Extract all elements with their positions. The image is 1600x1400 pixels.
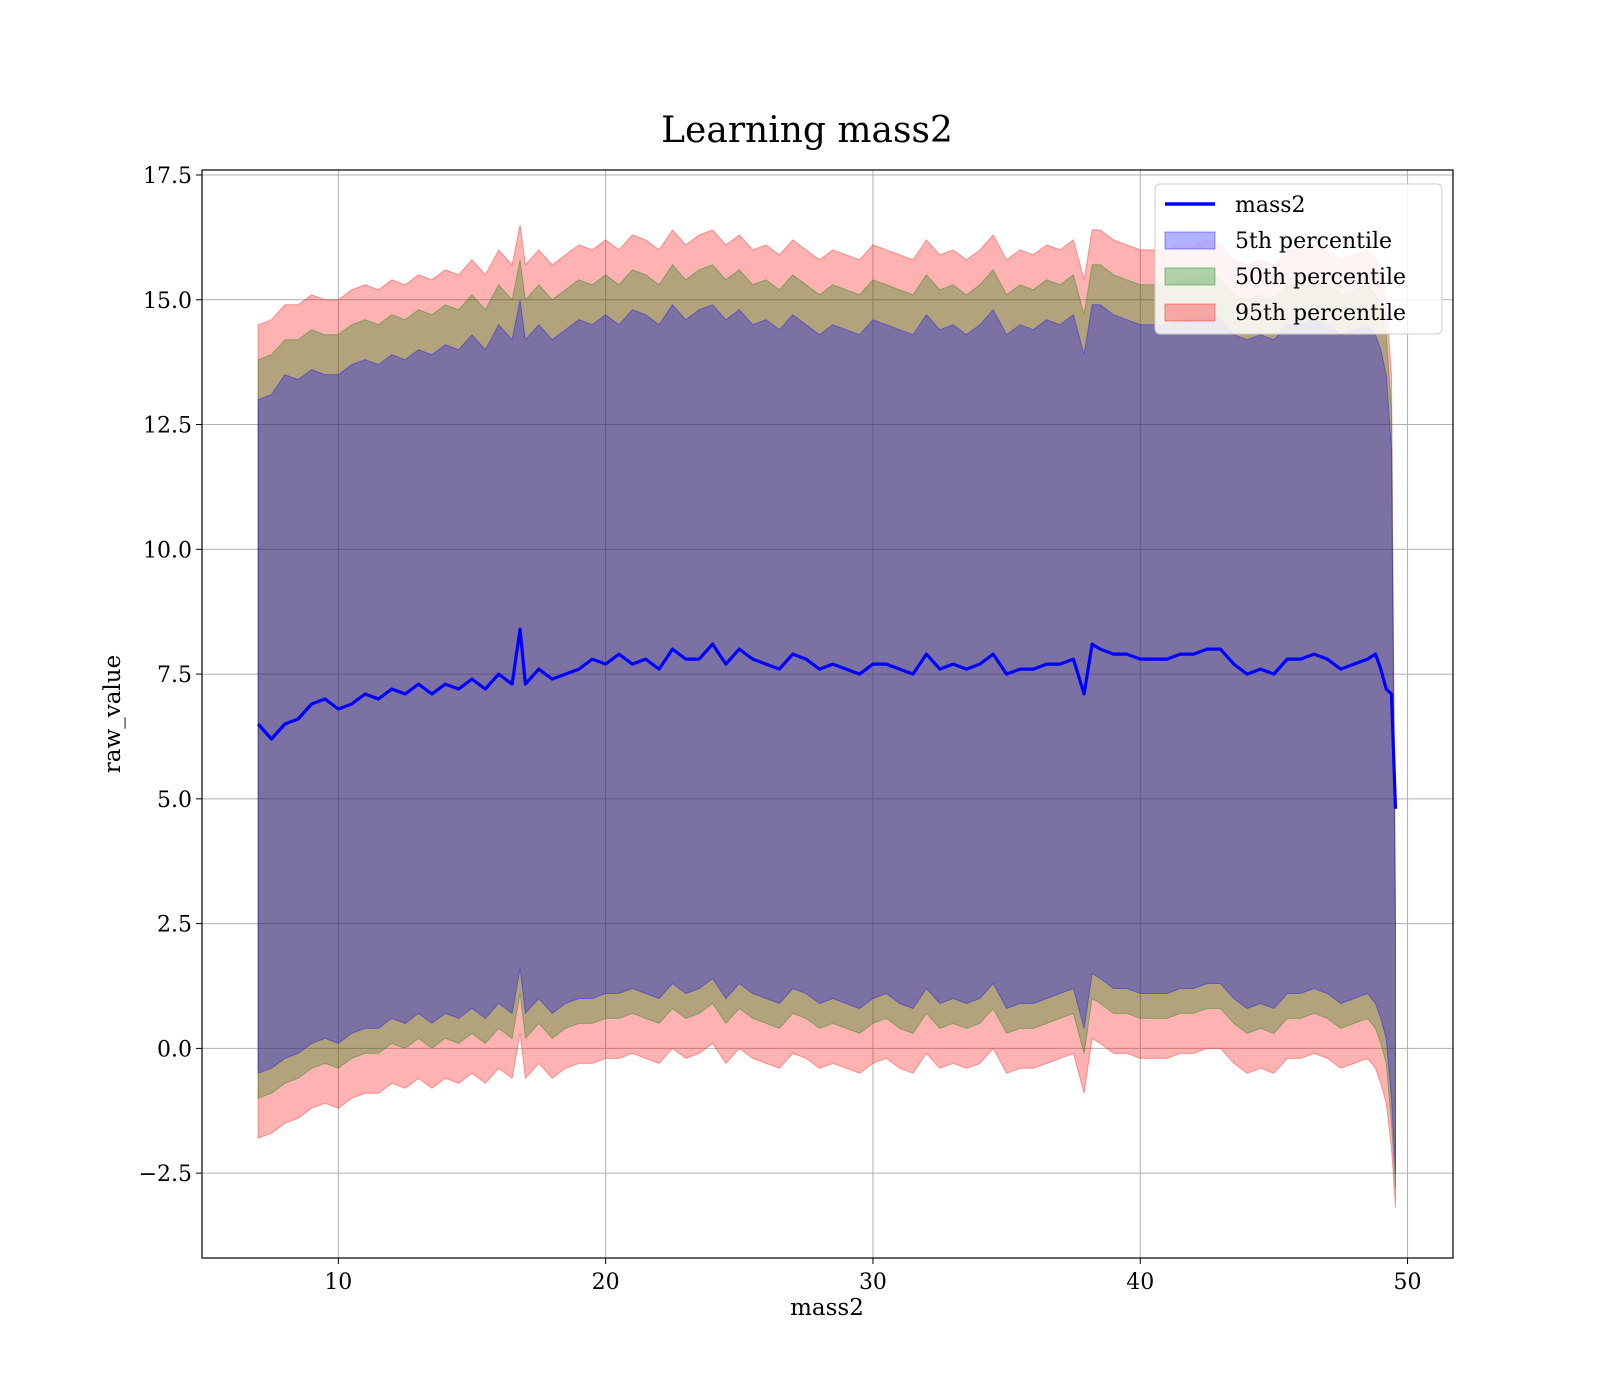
legend-swatch-50th-percentile: [1164, 267, 1216, 286]
y-axis: −2.5 0.0 2.5 5.0 7.5 10.0 12.5 15.0 17.5: [139, 164, 202, 1187]
series-lines: [256, 627, 1398, 809]
y-tick-label: 5.0: [157, 788, 192, 813]
legend-label: 95th percentile: [1235, 301, 1406, 326]
legend-label: 5th percentile: [1235, 229, 1392, 254]
legend-label: mass2: [1235, 193, 1306, 218]
y-tick-label: 10.0: [143, 538, 192, 563]
y-axis-label: raw_value: [100, 655, 126, 773]
x-tick-label: 40: [1126, 1270, 1154, 1295]
plot-area: [201, 169, 1454, 1259]
x-tick-label: 30: [859, 1270, 887, 1295]
band-5th-percentile: [257, 299, 1396, 1174]
legend-label: 50th percentile: [1235, 265, 1406, 290]
y-tick-label: 17.5: [143, 164, 192, 189]
x-tick-label: 20: [592, 1270, 620, 1295]
y-tick-label: 15.0: [143, 289, 192, 314]
x-tick-label: 10: [324, 1270, 352, 1295]
band-95th-percentile: [257, 224, 1396, 1209]
y-tick-label: 0.0: [157, 1037, 192, 1062]
y-tick-label: 2.5: [157, 913, 192, 938]
band-50th-percentile: [257, 259, 1396, 1189]
chart-title: Learning mass2: [661, 110, 953, 151]
y-tick-label: −2.5: [139, 1162, 192, 1187]
series-line-mass2: [256, 627, 1398, 809]
legend-box: [1154, 183, 1443, 335]
x-axis-label: mass2: [790, 1295, 864, 1321]
x-tick-label: 50: [1394, 1270, 1422, 1295]
legend-swatch-95th-percentile: [1164, 303, 1216, 322]
y-tick-label: 12.5: [143, 414, 192, 439]
legend-swatch-5th-percentile: [1164, 231, 1216, 250]
x-axis: 10 20 30 40 50: [324, 1258, 1422, 1295]
y-tick-label: 7.5: [157, 663, 192, 688]
legend: mass2 5th percentile 50th percentile 95th p…: [1154, 183, 1443, 335]
percentile-bands: [257, 224, 1396, 1209]
plot-frame: [201, 169, 1454, 1259]
